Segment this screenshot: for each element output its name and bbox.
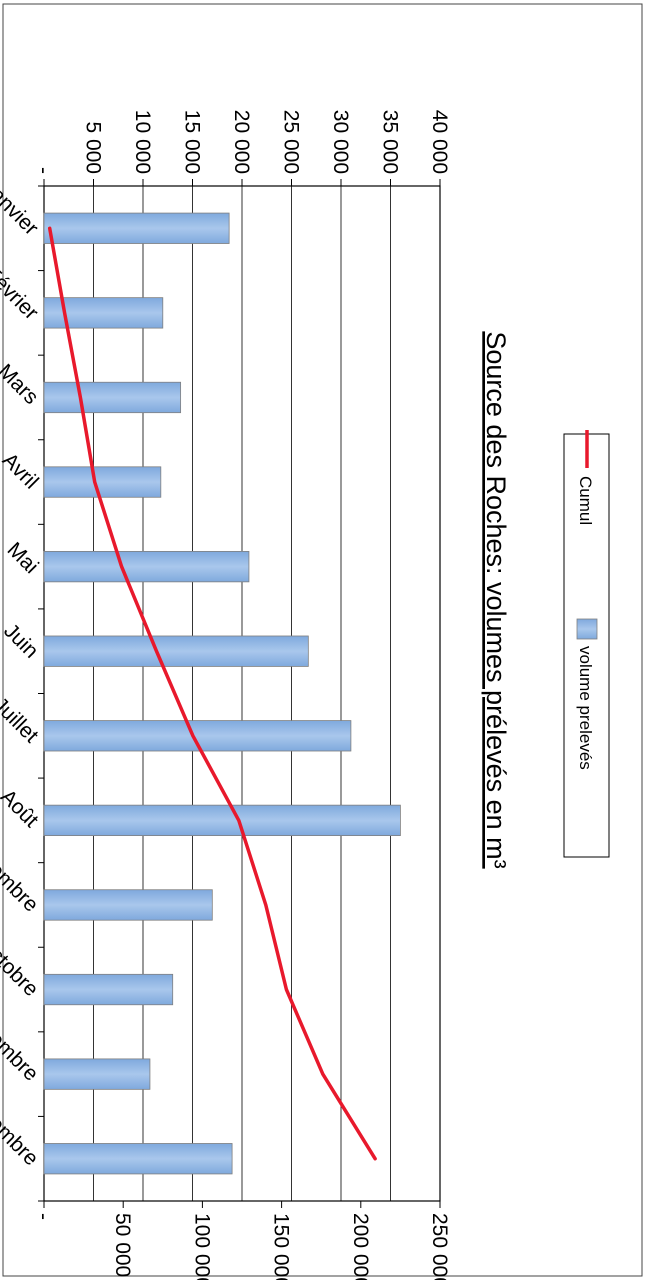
cumul-line <box>47 226 377 1161</box>
bar-septembre <box>43 889 213 921</box>
primary-tick-label: 15 000 <box>181 110 204 174</box>
secondary-tick-label: 150 000 <box>270 1213 293 1280</box>
primary-tick-label: 5 000 <box>82 121 105 174</box>
bar-novembre <box>43 1058 151 1090</box>
legend-label-cumul: Cumul <box>576 476 595 525</box>
chart-title: Source des Roches: volumes prélevés en m… <box>481 331 511 868</box>
secondary-tick-label: 100 000 <box>190 1213 213 1280</box>
legend-label-volume: volume prelevés <box>576 646 595 770</box>
bar-octobre <box>43 973 174 1006</box>
primary-tick-label: 25 000 <box>280 110 303 174</box>
bar-avril <box>43 466 162 498</box>
bar-juin <box>43 635 309 667</box>
legend: volume prelevés Cumul <box>563 430 610 858</box>
secondary-tick-label: - <box>32 1213 55 1220</box>
bar-juillet <box>43 720 352 752</box>
primary-tick-label: 10 000 <box>131 110 154 174</box>
legend-swatch-volume <box>576 618 598 640</box>
primary-tick-label: - <box>32 167 55 174</box>
secondary-tick-label: 250 000 <box>428 1213 451 1280</box>
bar-août <box>43 804 401 837</box>
bar-décembre <box>43 1143 233 1175</box>
primary-value-axis: - 5 000 10 000 15 000 20 000 25 000 30 000 35 0… <box>32 110 451 186</box>
primary-tick-label: 20 000 <box>230 110 253 174</box>
bar-février <box>43 297 164 329</box>
bar-mars <box>43 381 182 414</box>
secondary-tick-label: 50 000 <box>111 1213 134 1277</box>
primary-tick-label: 30 000 <box>329 110 352 174</box>
secondary-tick-label: 200 000 <box>349 1213 372 1280</box>
bar-mai <box>43 551 250 583</box>
primary-tick-label: 40 000 <box>428 110 451 174</box>
bar-janvier <box>43 212 230 244</box>
cumul-line-series <box>47 226 377 1161</box>
gridlines <box>93 186 441 1201</box>
primary-tick-label: 35 000 <box>379 110 402 174</box>
secondary-value-axis: - 50 000 100 000 150 000 200 000 250 000 <box>32 1201 451 1280</box>
